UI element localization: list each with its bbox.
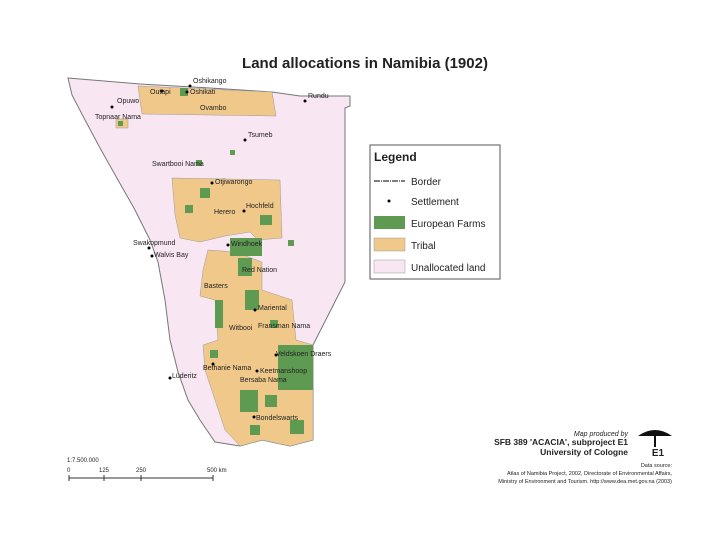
scale-label: 250 [136, 468, 147, 474]
place-label: Otjiwarongo [215, 179, 252, 186]
place-label: Herero [214, 209, 236, 216]
farm [118, 121, 123, 126]
scale-ratio: 1:7.500.000 [67, 458, 99, 464]
map-feature [185, 90, 189, 94]
place-label: Outapi [150, 89, 171, 96]
legend-label: Tribal [411, 241, 436, 252]
farm [215, 300, 223, 328]
place-label: Walvis Bay [154, 252, 189, 259]
place-label: Topnaar Nama [95, 114, 141, 121]
scale-label: 125 [99, 468, 110, 474]
european-farms [118, 88, 313, 435]
farm [238, 258, 252, 276]
place-label: Hochfeld [246, 203, 274, 210]
map-feature [303, 99, 307, 103]
legend-swatch [374, 216, 405, 229]
place-label: Oshikati [190, 89, 216, 96]
map-feature [638, 430, 672, 436]
map-feature [654, 435, 656, 447]
map-feature [147, 246, 151, 250]
map-feature [188, 84, 192, 88]
credits: Map produced by SFB 389 'ACACIA', subpro… [494, 430, 672, 485]
place-label: Bersaba Nama [240, 377, 287, 384]
credit-line: Map produced by [574, 431, 629, 438]
farm [210, 350, 218, 358]
map-feature [211, 362, 215, 366]
farm [288, 240, 294, 246]
legend: Legend Border Settlement European Farms … [369, 144, 501, 280]
farm [200, 188, 210, 198]
map-feature [242, 209, 246, 213]
credit-line: University of Cologne [540, 447, 628, 457]
credit-line: SFB 389 'ACACIA', subproject E1 [494, 437, 628, 447]
map-feature [168, 376, 172, 380]
place-label: Witbooi [229, 325, 253, 332]
place-label: Bondelswarts [256, 415, 299, 422]
farm [230, 238, 262, 256]
place-label: Fransman Nama [258, 323, 310, 330]
legend-settlement [387, 199, 391, 203]
place-label: Keetmanshoop [260, 368, 307, 375]
map-feature [226, 243, 230, 247]
logo-text: E1 [652, 448, 665, 459]
map-feature [110, 105, 114, 109]
farm [290, 420, 304, 434]
legend-title: Legend [374, 150, 417, 164]
map-feature [150, 254, 154, 258]
place-label: Swartbooi Nama [152, 161, 204, 168]
settlements [110, 84, 307, 419]
legend-label: Border [411, 177, 442, 188]
place-label: Ovambo [200, 105, 227, 112]
farm [240, 390, 258, 412]
farm [278, 345, 313, 390]
map-feature [255, 369, 259, 373]
farm [245, 290, 259, 310]
map-feature [252, 415, 256, 419]
farm [265, 395, 277, 407]
legend-label: European Farms [411, 219, 485, 230]
place-label: Windhoek [231, 241, 263, 248]
source-line: Atlas of Namibia Project, 2002, Director… [507, 471, 672, 477]
legend-swatch [373, 259, 406, 274]
farm [250, 425, 260, 435]
place-label: Oshikango [193, 78, 227, 85]
place-label: Tsumeb [248, 132, 273, 139]
place-label: Swakopmund [133, 240, 176, 247]
place-label: Basters [204, 283, 228, 290]
farm [260, 215, 272, 225]
tribal-area [137, 85, 277, 117]
map-feature [160, 89, 164, 93]
map-feature [253, 308, 257, 312]
scale-label: 500 km [207, 468, 227, 474]
scale-bar: 1:7.500.000 0 125 250 500 km [67, 458, 227, 481]
farm [185, 205, 193, 213]
farm [180, 88, 188, 96]
farm [270, 320, 278, 328]
source-line: Ministry of Environment and Tourism. htt… [498, 479, 672, 485]
legend-swatch [373, 237, 406, 252]
place-label: Lüderitz [172, 373, 197, 380]
map-feature [243, 138, 247, 142]
map-feature [274, 353, 278, 357]
place-label: Rundu [308, 93, 329, 100]
farm [230, 150, 235, 155]
map-title: Land allocations in Namibia (1902) [242, 55, 488, 72]
logo-tree [638, 430, 672, 447]
map-feature [210, 181, 214, 185]
source-title: Data source: [641, 463, 673, 469]
place-label: Bethanie Nama [203, 365, 251, 372]
scale-label: 0 [67, 468, 71, 474]
place-label: Opuwo [117, 98, 139, 105]
tribal-area [171, 177, 283, 243]
legend-box [369, 144, 501, 280]
place-label: Red Nation [242, 267, 277, 274]
place-labels: Oshikango Outapi Oshikati Ovambo Opuwo R… [95, 78, 332, 422]
place-label: Mariental [258, 305, 287, 312]
place-label: Veldskoen Draers [276, 351, 332, 358]
legend-label: Settlement [411, 197, 459, 208]
farm [196, 160, 202, 166]
legend-label: Unallocated land [411, 263, 486, 274]
